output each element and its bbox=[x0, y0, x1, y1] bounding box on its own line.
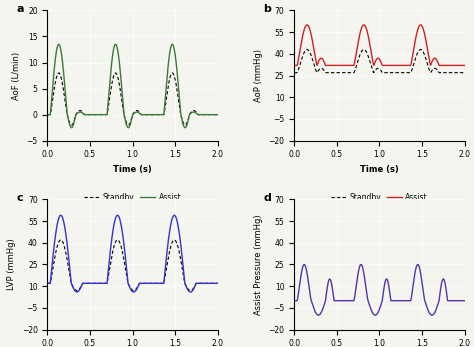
Text: d: d bbox=[264, 193, 272, 203]
X-axis label: Time (s): Time (s) bbox=[113, 165, 152, 174]
Y-axis label: AoP (mmHg): AoP (mmHg) bbox=[254, 49, 263, 102]
Text: c: c bbox=[17, 193, 23, 203]
Text: a: a bbox=[17, 4, 24, 14]
Legend: Standby, Assist: Standby, Assist bbox=[81, 189, 184, 205]
Y-axis label: AoF (L/min): AoF (L/min) bbox=[12, 51, 21, 100]
Legend: Standby, Assist: Standby, Assist bbox=[328, 189, 431, 205]
Y-axis label: Assist Pressure (mmHg): Assist Pressure (mmHg) bbox=[254, 214, 263, 315]
Y-axis label: LVP (mmHg): LVP (mmHg) bbox=[7, 239, 16, 290]
Text: b: b bbox=[264, 4, 272, 14]
X-axis label: Time (s): Time (s) bbox=[360, 165, 399, 174]
